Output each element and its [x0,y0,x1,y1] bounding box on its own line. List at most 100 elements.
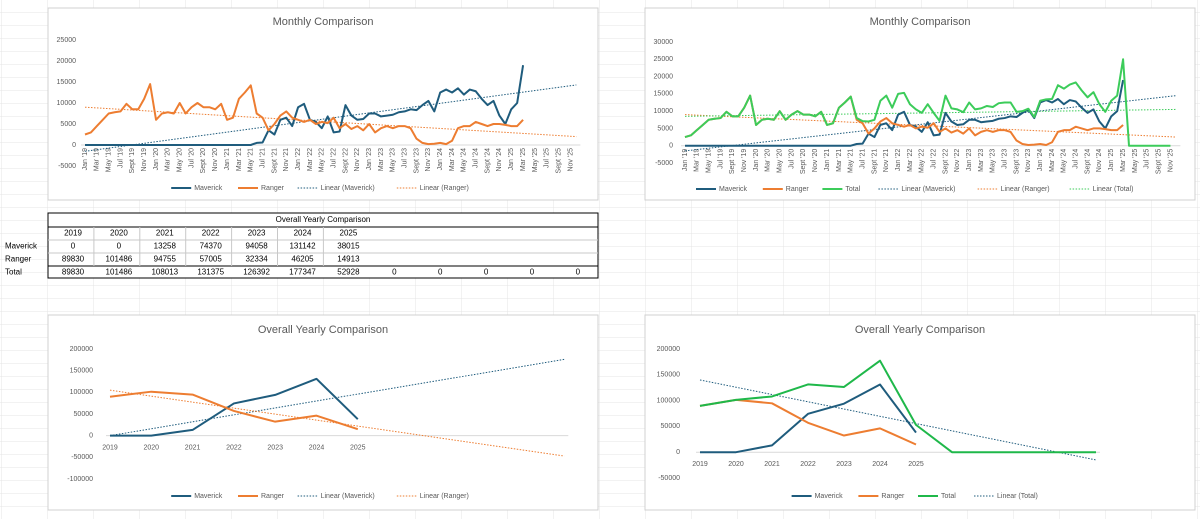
x-tick-label: Mar '20 [765,149,772,172]
series-line [109,390,359,431]
chart-frame [47,314,599,511]
x-tick-label: 2019 [102,445,118,452]
x-tick-label: Nov '25 [1167,149,1174,173]
x-tick-label: Nov '25 [567,148,574,172]
x-tick-label: Nov '20 [212,148,219,172]
x-tick-label: May '19 [106,148,113,172]
y-tick-label: 5000 [657,125,673,132]
legend-label: Maverick [719,186,748,193]
x-tick-label: 2021 [764,461,780,468]
x-tick-label: Nov '23 [1025,149,1032,173]
table-cell: 0 [484,268,489,277]
x-tick-label: May '20 [177,148,184,172]
y-tick-label: 25000 [654,56,674,63]
x-tick-label: Mar '23 [378,148,385,171]
legend-label: Linear (Total) [1093,186,1134,193]
x-tick-label: Jan '23 [966,149,973,171]
table-cell: 14913 [337,255,360,264]
column-header: 2025 [340,229,358,238]
series-line [85,65,525,146]
y-tick-label: -5000 [58,163,76,170]
x-tick-label: Sept '19 [129,148,136,174]
series-line [84,83,524,146]
x-tick-label: Jul '21 [859,149,866,169]
legend-label: Linear (Ranger) [420,185,469,192]
table-cell: 0 [392,268,397,277]
chart-title: Overall Yearly Comparison [258,324,388,336]
x-tick-label: Mar '25 [1120,149,1127,172]
series-line [700,383,917,454]
x-tick-label: Mar '24 [1049,149,1056,172]
y-tick-label: 10000 [57,100,77,107]
x-tick-label: 2021 [185,445,201,452]
x-tick-label: Sept '25 [555,148,562,174]
y-tick-label: 100000 [657,397,680,404]
x-tick-label: Jul '25 [544,148,551,168]
y-tick-label: 100000 [70,389,93,396]
table-cell: 89830 [62,268,85,277]
x-tick-label: Jan '24 [1037,149,1044,171]
x-tick-label: Mar '21 [236,148,243,171]
table-cell: 94755 [154,255,177,264]
y-tick-label: 20000 [57,58,77,65]
x-tick-label: Jul '21 [259,148,266,168]
x-tick-label: Sept '19 [729,149,736,175]
table-cell: 13258 [154,242,177,251]
x-tick-label: Jan '21 [824,149,831,171]
x-tick-label: Jan '20 [153,148,160,170]
column-header: 2019 [64,229,82,238]
x-tick-label: 2022 [800,461,816,468]
series-line [684,58,1171,147]
table-cell: 101486 [106,255,133,264]
x-tick-label: Mar '22 [907,149,914,172]
x-tick-label: Jul '20 [188,148,195,168]
x-tick-label: Jul '24 [473,148,480,168]
y-tick-label: 50000 [74,411,94,418]
x-tick-label: Sept '23 [413,148,420,174]
x-tick-label: May '25 [1132,149,1139,173]
legend-label: Linear (Maverick) [901,186,955,193]
x-tick-label: Jan '22 [895,149,902,171]
x-tick-label: Mar '22 [307,148,314,171]
y-tick-label: 15000 [57,79,77,86]
legend-label: Maverick [194,493,223,500]
legend-label: Maverick [194,185,223,192]
x-tick-label: Nov '24 [496,148,503,172]
x-tick-label: Sept '25 [1155,149,1162,175]
x-tick-label: Jan '19 [682,149,689,171]
row-label: Total [5,268,22,277]
x-tick-label: Mar '20 [165,148,172,171]
y-tick-label: 5000 [60,121,76,128]
y-tick-label: 0 [669,143,673,150]
column-header: 2023 [248,229,266,238]
table-cell: 126392 [243,268,270,277]
x-tick-label: Jan '23 [366,148,373,170]
x-tick-label: 2025 [908,461,924,468]
x-tick-label: 2020 [728,461,744,468]
row-label: Ranger [5,255,32,264]
x-tick-label: Jul '19 [117,148,124,168]
y-tick-label: 20000 [654,73,674,80]
table-cell: 108013 [151,268,178,277]
x-tick-label: Mar '21 [836,149,843,172]
legend-label: Linear (Maverick) [321,493,375,500]
table-cell: 101486 [106,268,133,277]
x-tick-label: 2023 [267,445,283,452]
legend-label: Linear (Maverick) [321,185,375,192]
x-tick-label: Jul '24 [1073,149,1080,169]
trendline [684,108,1177,117]
y-tick-label: -50000 [658,475,680,482]
trendline [684,95,1177,152]
x-tick-label: May '23 [990,149,997,173]
x-tick-label: May '22 [919,149,926,173]
column-header: 2021 [156,229,174,238]
table-cell: 74370 [200,242,223,251]
legend-label: Linear (Ranger) [420,493,469,500]
x-tick-label: Sept '21 [271,148,278,174]
table-cell: 38015 [337,242,360,251]
y-tick-label: 0 [676,449,680,456]
y-tick-label: 15000 [654,91,674,98]
x-tick-label: Nov '24 [1096,149,1103,173]
table-cell: 32334 [245,255,268,264]
y-tick-label: 200000 [70,346,93,353]
